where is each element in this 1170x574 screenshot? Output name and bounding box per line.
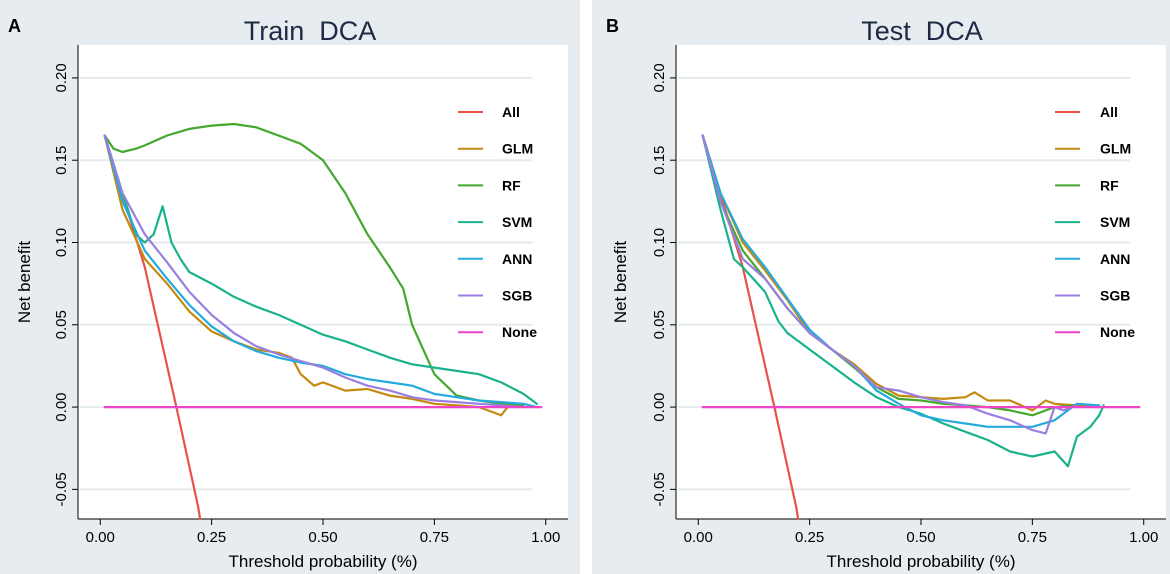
x-axis-title: Threshold probability (%)	[229, 552, 418, 571]
y-tick-label: 0.05	[651, 310, 668, 339]
series-line-sgb	[701, 134, 1079, 435]
legend-label-rf: RF	[1100, 177, 1119, 193]
y-tick-label: 0.10	[53, 228, 70, 257]
x-tick-label: 0.75	[1018, 529, 1047, 546]
x-tick-label: 0.00	[684, 529, 713, 546]
x-tick-label: 0.50	[308, 529, 337, 546]
chart-title: Train DCA	[244, 16, 377, 46]
series-line-svm	[103, 134, 538, 405]
y-tick-label: 0.00	[651, 392, 668, 421]
x-tick-label: 0.75	[420, 529, 449, 546]
legend-label-ann: ANN	[1100, 251, 1130, 267]
plot-area	[78, 45, 568, 519]
x-tick-label: 1.00	[1129, 529, 1158, 546]
legend-label-none: None	[502, 324, 537, 340]
series-line-sgb	[103, 134, 525, 409]
panel-letter: A	[8, 16, 21, 36]
x-tick-label: 0.25	[197, 529, 226, 546]
legend-label-svm: SVM	[502, 214, 532, 230]
y-tick-label: 0.15	[53, 146, 70, 175]
y-axis-title: Net benefit	[15, 241, 34, 323]
y-tick-label: -0.05	[651, 472, 668, 506]
y-tick-label: 0.10	[651, 228, 668, 257]
series-line-ann	[701, 134, 1101, 428]
y-tick-label: -0.05	[53, 472, 70, 506]
x-tick-label: 0.25	[795, 529, 824, 546]
y-axis-title: Net benefit	[611, 241, 630, 323]
legend-label-svm: SVM	[1100, 214, 1130, 230]
legend-label-sgb: SGB	[502, 288, 532, 304]
legend-label-all: All	[1100, 104, 1118, 120]
y-tick-label: 0.05	[53, 310, 70, 339]
x-tick-label: 0.50	[906, 529, 935, 546]
y-tick-label: 0.20	[53, 63, 70, 92]
x-tick-label: 1.00	[531, 529, 560, 546]
legend-label-ann: ANN	[502, 251, 532, 267]
chart-panel-b: -0.05 0.00 0.05 0.10 0.15 0.20 0.00 0.25 0.50 0.7…	[592, 0, 1170, 574]
x-axis-title: Threshold probability (%)	[827, 552, 1016, 571]
y-tick-label: 0.15	[651, 146, 668, 175]
chart-panel-a: -0.05 0.00 0.05 0.10 0.15 0.20 0.00 0.25 0.50 0.7…	[0, 0, 580, 574]
legend-label-rf: RF	[502, 177, 521, 193]
x-tick-label: 0.00	[86, 529, 115, 546]
panel-letter: B	[606, 16, 619, 36]
series-line-rf	[103, 122, 525, 407]
y-tick-label: 0.20	[651, 63, 668, 92]
series-line-ann	[103, 134, 538, 409]
legend-label-all: All	[502, 104, 520, 120]
legend-label-none: None	[1100, 324, 1135, 340]
legend-label-sgb: SGB	[1100, 288, 1130, 304]
legend-label-glm: GLM	[1100, 141, 1131, 157]
plot-area	[676, 45, 1166, 519]
legend-label-glm: GLM	[502, 141, 533, 157]
chart-title: Test DCA	[861, 16, 983, 46]
y-tick-label: 0.00	[53, 392, 70, 421]
series-line-glm	[103, 134, 512, 417]
